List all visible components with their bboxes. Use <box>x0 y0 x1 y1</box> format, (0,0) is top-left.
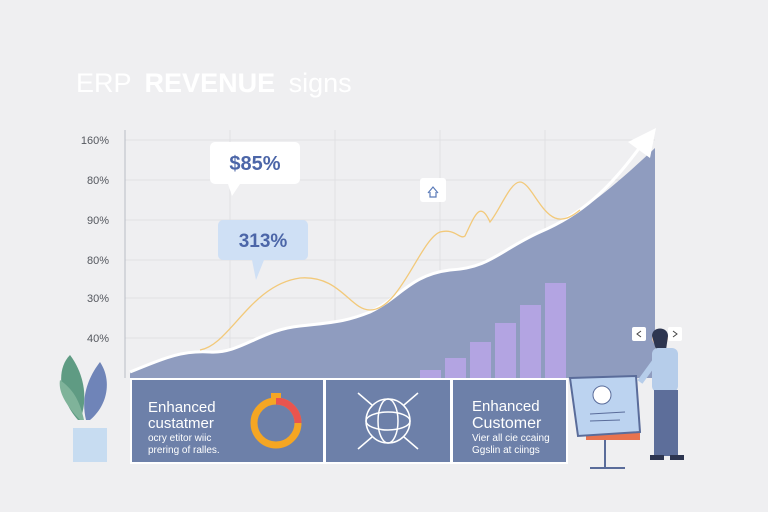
callout-box <box>210 142 300 184</box>
board-base <box>586 430 640 440</box>
nav-button <box>632 327 646 341</box>
info-panels: Enhanced custatmer ocry etitor wiic prer… <box>130 378 568 464</box>
y-axis-label: 160% <box>81 135 109 147</box>
arrow-head <box>628 128 656 158</box>
bar <box>445 358 466 378</box>
y-axis-labels: 160% 80% 90% 80% 30% 40% <box>81 135 109 345</box>
callout-text: 313% <box>239 231 288 252</box>
callout-box <box>218 220 308 260</box>
y-axis-label: 30% <box>87 293 109 305</box>
board-line <box>589 411 626 415</box>
shoe <box>670 455 684 460</box>
home-badge <box>420 178 446 202</box>
panel-text: ocry etitor wiic <box>148 433 211 444</box>
panel <box>326 380 450 462</box>
panel-heading: custatmer <box>148 415 214 432</box>
callout: 313% <box>218 220 308 280</box>
arm <box>637 358 659 384</box>
y-axis-label: 90% <box>87 215 109 227</box>
panel-text: Ggslin at ciings <box>472 445 540 456</box>
ring-cap <box>271 393 281 398</box>
panel-heading: Customer <box>472 415 542 432</box>
panel <box>453 380 566 462</box>
panel-text: prering of ralles. <box>148 445 220 456</box>
bar <box>520 305 541 378</box>
bar <box>495 323 516 378</box>
globe-ray <box>357 392 373 406</box>
presenter <box>568 327 684 469</box>
badge-box <box>420 178 446 202</box>
legs <box>654 390 678 456</box>
bar <box>470 342 491 378</box>
bars <box>420 283 566 378</box>
ring-segment <box>275 397 302 424</box>
globe-ray <box>403 392 419 406</box>
trend-line <box>199 181 581 351</box>
globe-line <box>377 398 399 444</box>
nav-button <box>668 327 682 341</box>
y-axis-label: 80% <box>87 175 109 187</box>
nav-arrows <box>636 330 678 338</box>
globe-icon <box>357 392 419 450</box>
hair <box>652 328 668 350</box>
globe-line <box>365 411 411 431</box>
panel-heading: Enhanced <box>472 398 540 415</box>
title-part: signs <box>289 68 352 98</box>
home-icon <box>427 186 439 198</box>
title: ERP REVENUE signs <box>76 68 352 98</box>
bar <box>420 370 441 378</box>
callout-text: $85% <box>229 153 280 175</box>
pot <box>73 428 107 462</box>
y-axis-label: 40% <box>87 333 109 345</box>
bar <box>545 283 566 378</box>
plant <box>59 355 107 462</box>
leaf <box>84 362 107 420</box>
globe-ray <box>357 436 373 450</box>
callout: $85% <box>210 142 300 196</box>
globe-ray <box>403 436 419 450</box>
panel <box>132 380 323 462</box>
title-part: ERP <box>76 68 131 98</box>
leaf <box>59 380 84 420</box>
shoe <box>650 455 664 460</box>
board <box>568 374 642 438</box>
panel-text: Vier all cie ccaing <box>472 433 550 444</box>
panel-heading: Enhanced <box>148 399 216 416</box>
y-axis-label: 80% <box>87 255 109 267</box>
title-part: REVENUE <box>145 68 276 98</box>
callout-tail <box>228 184 240 196</box>
board-icon <box>592 385 612 405</box>
callout-tail <box>252 260 264 280</box>
board-line <box>589 419 621 422</box>
torso <box>652 348 678 392</box>
